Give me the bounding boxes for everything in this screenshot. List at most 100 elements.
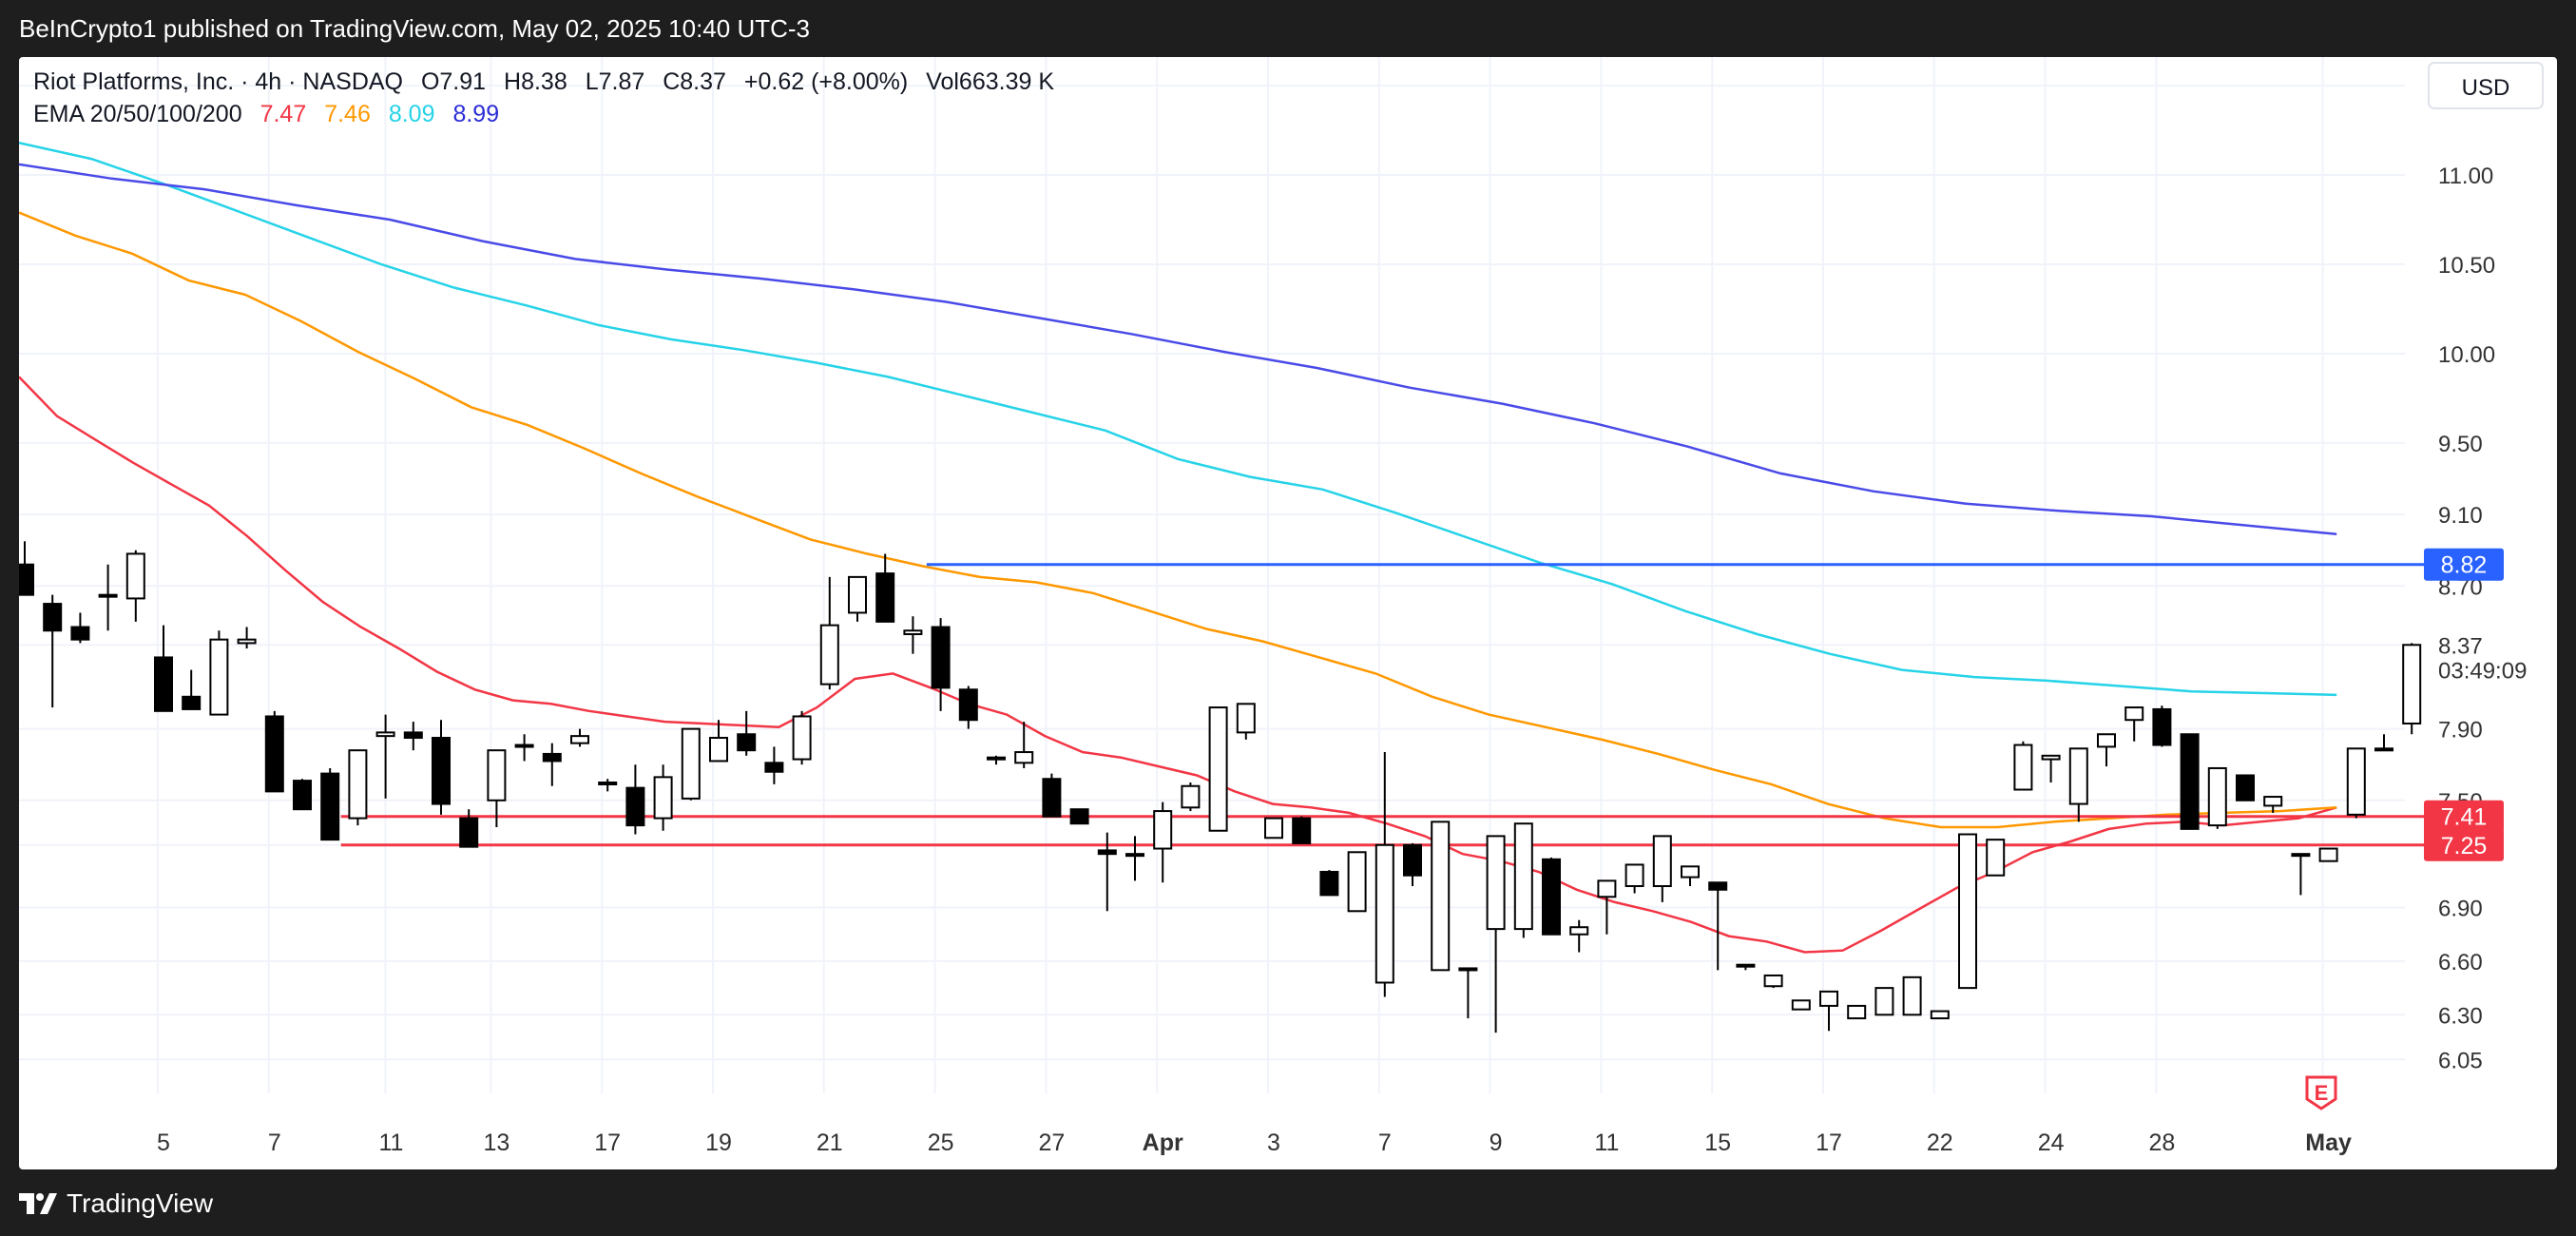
candle[interactable] [1208,706,1228,832]
candle[interactable] [1902,975,1922,1016]
candle[interactable] [2124,706,2144,742]
candle[interactable] [432,720,451,815]
candle[interactable] [70,612,90,644]
candle[interactable] [459,809,479,848]
candle[interactable] [293,779,312,811]
candle[interactable] [2374,734,2393,752]
candle[interactable] [1264,817,1283,840]
candle[interactable] [1458,967,1478,1019]
candle[interactable] [15,541,34,596]
candle[interactable] [2402,643,2422,735]
candle[interactable] [125,550,145,622]
candle[interactable] [1569,919,1589,953]
candle[interactable] [903,616,923,654]
candle[interactable] [987,755,1006,765]
candle[interactable] [709,720,728,763]
candle[interactable] [1681,865,1700,886]
candle[interactable] [1624,863,1644,894]
candle[interactable] [1125,836,1144,881]
candle[interactable] [1375,752,1394,997]
candle[interactable] [1847,1004,1867,1020]
chart-panel[interactable]: 11.5011.0010.5010.009.509.108.708.377.90… [15,57,2557,1169]
candle[interactable] [1597,879,1617,935]
candle[interactable] [653,764,673,831]
candle[interactable] [182,669,202,710]
candle[interactable] [98,564,118,631]
time-axis[interactable]: 5 7 11 13 17 19 21 25 27 Apr 3 7 9 11 15 17 22 24 28 May [157,1130,2352,1156]
price-axis[interactable]: 11.5011.0010.5010.009.509.108.708.377.90… [2424,74,2504,1073]
candle-body [2291,853,2311,858]
candle[interactable] [1986,839,2006,877]
candle[interactable] [1736,963,1756,971]
candle[interactable] [2041,754,2061,782]
candle[interactable] [1097,832,1117,912]
candle[interactable] [2346,747,2366,819]
candle[interactable] [1431,821,1451,972]
candle[interactable] [2236,774,2255,801]
price-tag-7.25[interactable]: 7.25 [2424,828,2504,861]
candle[interactable] [1763,974,1783,989]
candle[interactable] [43,594,63,708]
candle[interactable] [1403,842,1422,886]
candle[interactable] [598,779,618,792]
candle[interactable] [154,625,173,712]
candle[interactable] [1708,881,1728,971]
earnings-icon[interactable]: E [2305,1075,2337,1110]
candle[interactable] [931,618,951,711]
candle[interactable] [958,686,978,729]
price-tag-8.82[interactable]: 8.82 [2424,548,2504,581]
candle[interactable] [875,553,895,623]
candle[interactable] [681,727,701,801]
candle[interactable] [2318,847,2338,862]
currency-button[interactable]: USD [2428,62,2544,109]
candle[interactable] [2152,705,2172,747]
candle[interactable] [1042,773,1062,818]
candle[interactable] [1513,822,1533,938]
candle[interactable] [487,749,507,827]
candle[interactable] [2291,853,2311,896]
candle[interactable] [2180,733,2200,830]
candle[interactable] [848,575,867,622]
candle[interactable] [320,767,340,841]
candle[interactable] [570,728,589,747]
candle[interactable] [1236,703,1256,740]
candle[interactable] [2263,796,2283,813]
candle[interactable] [2068,747,2088,822]
candle-body [432,737,451,805]
candle[interactable] [2207,766,2227,829]
candle[interactable] [1874,987,1894,1016]
candle[interactable] [542,743,562,786]
candle[interactable] [514,734,534,762]
candle[interactable] [1791,999,1811,1011]
candle[interactable] [1014,722,1034,768]
price-tag-7.41[interactable]: 7.41 [2424,800,2504,833]
candle[interactable] [1347,851,1367,913]
candle[interactable] [737,710,757,756]
candle[interactable] [1652,835,1672,902]
candle[interactable] [375,714,395,799]
candle[interactable] [1181,782,1201,812]
candle[interactable] [2013,741,2033,791]
candle[interactable] [2097,733,2116,767]
candle[interactable] [1153,801,1173,883]
tradingview-logo[interactable]: TradingView [19,1188,213,1219]
candles[interactable] [15,541,2422,1033]
candle[interactable] [1069,808,1089,825]
candle[interactable] [237,627,257,649]
candle[interactable] [403,722,423,751]
price-chart[interactable]: 11.5011.0010.5010.009.509.108.708.377.90… [15,57,2557,1169]
candle[interactable] [1319,870,1339,897]
candle[interactable] [764,746,784,784]
candle[interactable] [1542,857,1561,936]
candle[interactable] [264,710,284,793]
candle[interactable] [625,764,645,835]
candle[interactable] [1819,990,1838,1032]
candle[interactable] [209,630,229,716]
candle[interactable] [348,749,368,826]
candle[interactable] [1958,833,1977,990]
candle[interactable] [1486,835,1506,1033]
candle[interactable] [792,710,812,765]
candle[interactable] [1292,816,1312,844]
candle[interactable] [1930,1010,1950,1020]
candle[interactable] [819,576,839,690]
